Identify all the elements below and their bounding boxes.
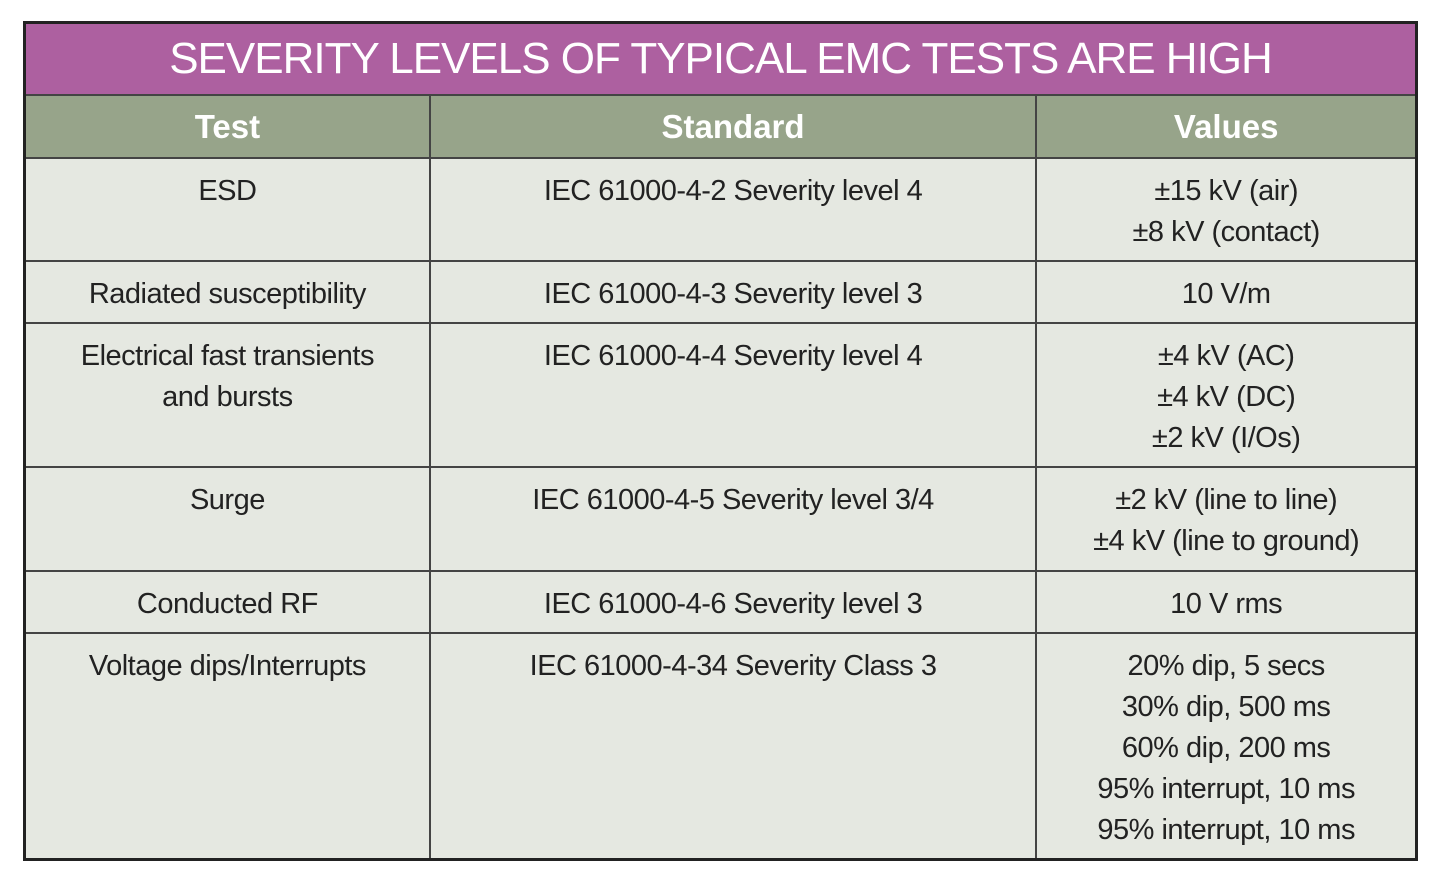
standard-cell: IEC 61000-4-2 Severity level 4 [428,157,1038,262]
standard-cell-line: IEC 61000-4-6 Severity level 3 [543,588,923,620]
standard-cell-line: IEC 61000-4-3 Severity level 3 [543,278,923,310]
values-cell-line: 10 V rms [1170,588,1283,620]
values-cell: ±15 kV (air) ±8 kV (contact) [1035,157,1418,262]
values-cell: ±4 kV (AC) ±4 kV (DC) ±2 kV (I/Os) [1035,322,1418,468]
test-cell-line: Electrical fast transients [80,340,375,372]
values-cell: 10 V/m [1035,260,1418,324]
test-cell: ESD [23,157,431,262]
values-cell-line: 10 V/m [1181,278,1271,310]
test-cell: Radiated susceptibility [23,260,431,324]
standard-cell-line: IEC 61000-4-34 Severity Class 3 [529,650,937,682]
table-row: Conducted RF IEC 61000-4-6 Severity level… [23,570,1418,634]
values-cell-line: ±8 kV (contact) [1132,216,1321,248]
table-row: Electrical fast transients and bursts IEC … [23,322,1418,468]
table-row: ESD IEC 61000-4-2 Severity level 4 ±15 kV … [23,157,1418,262]
standard-cell: IEC 61000-4-3 Severity level 3 [428,260,1038,324]
values-cell-line: 20% dip, 5 secs [1127,650,1326,682]
standard-cell: IEC 61000-4-4 Severity level 4 [428,322,1038,468]
test-cell-line: Voltage dips/Interrupts [88,650,367,682]
table-row: Surge IEC 61000-4-5 Severity level 3/4 ±2 … [23,466,1418,572]
test-cell-line: Surge [189,484,265,516]
table-title: SEVERITY LEVELS OF TYPICAL EMC TESTS ARE… [23,21,1418,96]
standard-cell-line: IEC 61000-4-5 Severity level 3/4 [532,484,934,516]
values-cell: ±2 kV (line to line) ±4 kV (line to groun… [1035,466,1418,572]
test-cell-line: Radiated susceptibility [88,278,367,310]
standard-cell-line: IEC 61000-4-2 Severity level 4 [543,175,923,207]
values-cell-line: 95% interrupt, 10 ms [1097,773,1355,805]
test-cell-line: ESD [198,175,257,207]
values-cell-line: 60% dip, 200 ms [1121,732,1331,764]
standard-cell: IEC 61000-4-34 Severity Class 3 [428,632,1038,860]
standard-cell-line: IEC 61000-4-4 Severity level 4 [543,340,923,372]
standard-cell: IEC 61000-4-5 Severity level 3/4 [428,466,1038,572]
column-header-test: Test [23,94,431,159]
column-header-standard: Standard [428,94,1038,159]
values-cell: 10 V rms [1035,570,1418,634]
values-cell-line: ±2 kV (line to line) [1115,484,1338,516]
values-cell-line: 95% interrupt, 10 ms [1097,814,1355,846]
column-header-values: Values [1035,94,1418,159]
values-cell-line: 30% dip, 500 ms [1121,691,1331,723]
values-cell-line: ±4 kV (line to ground) [1093,525,1360,557]
emc-severity-table: SEVERITY LEVELS OF TYPICAL EMC TESTS ARE… [23,21,1418,861]
test-cell-line: and bursts [162,381,293,413]
table-row: Voltage dips/Interrupts IEC 61000-4-34 Se… [23,632,1418,860]
test-cell-line: Conducted RF [136,588,318,620]
values-cell: 20% dip, 5 secs 30% dip, 500 ms 60% dip, 2… [1035,632,1418,860]
values-cell-line: ±2 kV (I/Os) [1151,422,1301,454]
test-cell: Conducted RF [23,570,431,634]
values-cell-line: ±4 kV (AC) [1157,340,1295,372]
test-cell: Electrical fast transients and bursts [23,322,431,468]
test-cell: Surge [23,466,431,572]
values-cell-line: ±15 kV (air) [1154,175,1298,207]
table-row: Radiated susceptibility IEC 61000-4-3 Sev… [23,260,1418,324]
test-cell: Voltage dips/Interrupts [23,632,431,860]
standard-cell: IEC 61000-4-6 Severity level 3 [428,570,1038,634]
values-cell-line: ±4 kV (DC) [1157,381,1296,413]
